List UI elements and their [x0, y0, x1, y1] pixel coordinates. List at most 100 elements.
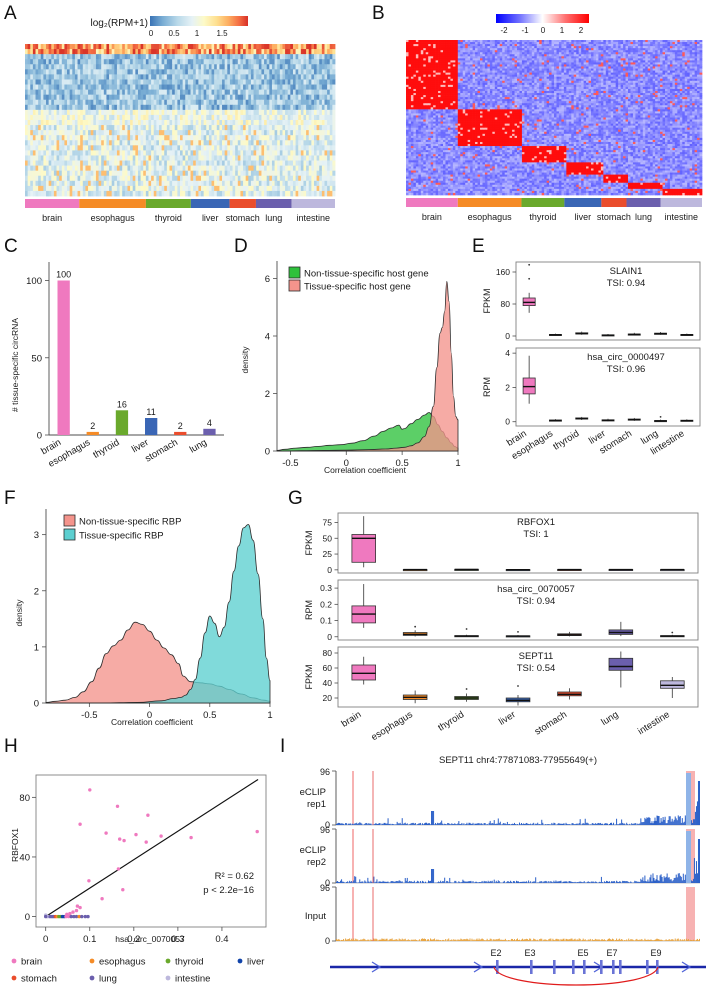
heatmap-cell: [161, 165, 165, 172]
heatmap-cell: [298, 160, 302, 166]
heatmap-cell: [295, 109, 299, 116]
heatmap-cell: [72, 74, 76, 80]
heatmap-cell: [201, 69, 205, 75]
heatmap-cell: [465, 56, 469, 59]
heatmap-cell: [161, 104, 165, 111]
heatmap-cell: [608, 56, 612, 59]
heatmap-cell: [269, 44, 273, 50]
heatmap-cell: [161, 180, 165, 187]
heatmap-cell: [551, 42, 555, 45]
heatmap-cell: [148, 150, 152, 156]
heatmap-cell: [586, 44, 589, 47]
heatmap-cell: [148, 79, 152, 85]
heatmap-cell: [472, 52, 476, 55]
heatmap-cell: [237, 175, 241, 182]
heatmap-cell: [509, 60, 513, 63]
heatmap-cell: [290, 54, 294, 60]
heatmap-cell: [38, 79, 42, 85]
heatmap-cell: [74, 160, 78, 166]
heatmap-cell: [43, 54, 47, 60]
heatmap-cell: [111, 89, 115, 96]
heatmap-cell: [95, 120, 99, 126]
heatmap-cell: [127, 99, 131, 106]
heatmap-cell: [684, 52, 688, 55]
heatmap-cell: [32, 155, 36, 161]
heatmap-cell: [571, 40, 575, 43]
heatmap-cell: [258, 160, 262, 166]
heatmap-cell: [625, 50, 629, 53]
heatmap-cell: [235, 79, 239, 85]
heatmap-cell: [266, 140, 270, 146]
heatmap-cell: [98, 190, 102, 197]
heatmap-cell: [248, 89, 252, 96]
heatmap-cell: [303, 89, 307, 96]
heatmap-cell: [563, 44, 567, 47]
heatmap-cell: [48, 160, 52, 166]
heatmap-cell: [180, 59, 184, 65]
heatmap-cell: [32, 165, 36, 172]
heatmap-cell: [203, 165, 207, 172]
heatmap-cell: [219, 145, 223, 151]
heatmap-cell: [219, 180, 223, 187]
heatmap-cell: [43, 79, 47, 85]
heatmap-cell: [460, 44, 464, 47]
heatmap-cell: [130, 64, 134, 70]
heatmap-cell: [201, 125, 205, 131]
heatmap-cell: [243, 130, 247, 136]
heatmap-cell: [684, 46, 688, 49]
heatmap-cell: [161, 145, 165, 151]
heatmap-cell: [266, 104, 270, 111]
heatmap-cell: [655, 44, 658, 47]
heatmap-cell: [295, 130, 299, 136]
heatmap-cell: [219, 130, 223, 136]
heatmap-cell: [137, 54, 141, 60]
heatmap-cell: [151, 84, 155, 90]
heatmap-cell: [303, 44, 307, 50]
heatmap-cell: [122, 44, 126, 50]
heatmap-cell: [253, 165, 257, 172]
heatmap-cell: [287, 89, 291, 96]
heatmap-cell: [261, 165, 265, 172]
heatmap-cell: [135, 145, 139, 151]
heatmap-cell: [573, 56, 577, 59]
heatmap-cell: [677, 56, 681, 59]
heatmap-cell: [433, 44, 436, 47]
heatmap-cell: [514, 56, 518, 59]
heatmap-cell: [645, 60, 649, 63]
heatmap-cell: [164, 190, 168, 197]
tissue-band-liver: [190, 199, 230, 208]
heatmap-cell: [258, 175, 262, 182]
heatmap-cell: [277, 64, 281, 70]
heatmap-cell: [250, 54, 254, 60]
heatmap-cell: [98, 44, 102, 50]
heatmap-cell: [48, 109, 52, 116]
heatmap-cell: [303, 175, 307, 182]
heatmap-cell: [116, 114, 120, 121]
heatmap-cell: [541, 62, 545, 65]
heatmap-cell: [679, 56, 683, 59]
heatmap-cell: [227, 69, 231, 75]
heatmap-cell: [694, 42, 698, 45]
heatmap-cell: [201, 175, 205, 182]
heatmap-cell: [253, 89, 257, 96]
heatmap-cell: [109, 130, 113, 136]
heatmap-cell: [258, 120, 262, 126]
heatmap-cell: [137, 120, 141, 126]
heatmap-cell: [457, 56, 461, 59]
heatmap-cell: [72, 64, 76, 70]
heatmap-cell: [40, 89, 44, 96]
heatmap-cell: [605, 54, 609, 57]
heatmap-cell: [203, 190, 207, 197]
heatmap-cell: [64, 114, 68, 121]
heatmap-cell: [692, 42, 695, 45]
heatmap-cell: [27, 170, 31, 177]
heatmap-cell: [164, 125, 168, 131]
heatmap-cell: [106, 165, 110, 172]
heatmap-cell: [303, 69, 307, 75]
heatmap-cell: [219, 165, 223, 172]
heatmap-cell: [445, 48, 449, 51]
heatmap-cell: [261, 69, 265, 75]
heatmap-cell: [156, 135, 160, 141]
heatmap-cell: [143, 140, 147, 146]
heatmap-cell: [85, 64, 89, 70]
